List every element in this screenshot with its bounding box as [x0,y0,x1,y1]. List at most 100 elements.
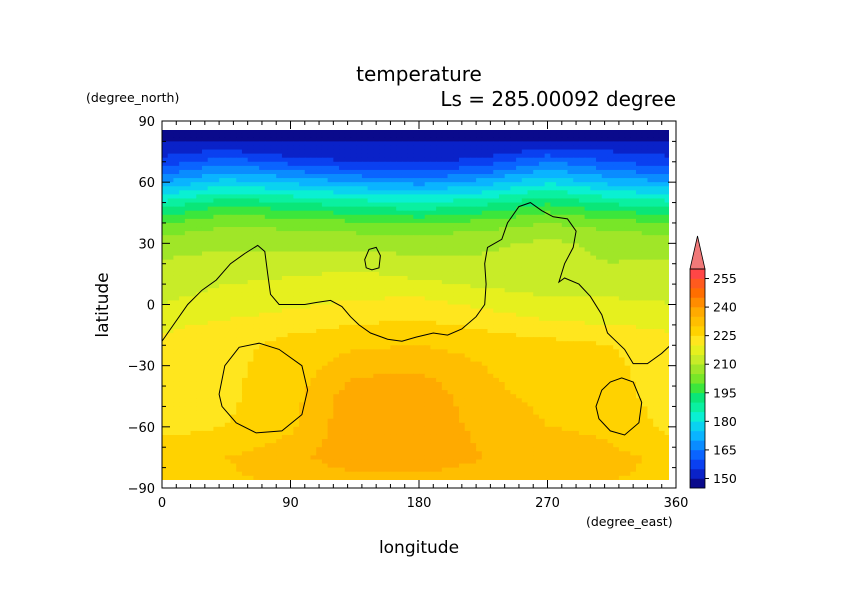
heatmap-cell [458,333,466,338]
heatmap-cell [190,316,197,322]
heatmap-cell [339,161,346,167]
heatmap-cell [196,304,203,310]
heatmap-cell [367,149,374,155]
heatmap-cell [447,153,454,159]
heatmap-cell [544,324,551,330]
heatmap-cell [264,280,272,285]
heatmap-cell [664,214,669,220]
heatmap-cell [647,316,654,322]
heatmap-cell [401,316,409,322]
heatmap-cell [321,243,329,249]
heatmap-cell [327,141,334,147]
heatmap-cell [316,231,323,236]
heatmap-cell [596,165,603,171]
heatmap-cell [401,345,409,350]
heatmap-cell [310,292,317,297]
heatmap-cell [281,280,289,285]
heatmap-cell [658,222,666,228]
heatmap-cell [247,300,254,306]
heatmap-cell [464,231,471,236]
heatmap-cell [419,210,426,216]
heatmap-cell [596,210,603,216]
heatmap-cell [327,210,334,216]
heatmap-cell [339,296,346,302]
heatmap-cell [236,222,243,228]
heatmap-cell [487,141,494,147]
heatmap-cell [173,178,180,183]
heatmap-cell [647,263,654,269]
heatmap-cell [510,227,517,232]
heatmap-cell [247,130,254,134]
heatmap-cell [578,255,586,261]
heatmap-cell [636,292,643,297]
heatmap-cell [327,312,334,318]
heatmap-cell [247,328,254,334]
heatmap-cell [436,235,443,240]
heatmap-cell [224,231,232,236]
heatmap-cell [356,349,363,355]
heatmap-cell [259,145,266,151]
heatmap-cell [624,243,631,249]
heatmap-cell [379,218,386,224]
heatmap-cell [339,227,346,232]
heatmap-cell [487,320,494,326]
heatmap-cell [538,247,546,253]
heatmap-cell [493,218,500,224]
heatmap-cell [327,259,334,265]
heatmap-cell [207,284,214,289]
heatmap-cell [538,169,546,175]
heatmap-cell [184,214,192,220]
heatmap-cell [544,259,551,265]
heatmap-cell [498,190,506,195]
heatmap-cell [196,324,203,330]
heatmap-cell [379,349,386,355]
heatmap-cell [504,324,511,330]
heatmap-cell [516,239,523,244]
heatmap-cell [533,296,540,302]
heatmap-cell [624,218,631,224]
heatmap-cell [304,182,312,187]
heatmap-cell [310,130,317,134]
heatmap-cell [556,247,563,253]
heatmap-cell [458,214,466,220]
heatmap-cell [373,190,380,195]
heatmap-cell [344,186,352,191]
heatmap-cell [367,133,374,138]
heatmap-cell [556,275,563,281]
heatmap-cell [287,214,294,220]
heatmap-cell [556,145,563,151]
heatmap-cell [327,333,334,338]
heatmap-cell [470,333,477,338]
heatmap-cell [561,259,569,265]
heatmap-cell [533,337,540,342]
heatmap-cell [556,345,563,350]
heatmap-cell [401,153,409,159]
heatmap-cell [573,186,580,191]
heatmap-cell [664,145,669,151]
heatmap-cell [470,280,477,285]
heatmap-cell [344,324,352,330]
heatmap-cell [219,214,226,220]
heatmap-cell [447,300,454,306]
heatmap-cell [373,267,380,273]
heatmap-cell [293,328,300,334]
heatmap-cell [384,292,392,297]
heatmap-cell [613,153,620,159]
heatmap-cell [567,267,574,273]
heatmap-cell [373,284,380,289]
heatmap-cell [390,341,397,346]
heatmap-cell [184,157,192,163]
heatmap-cell [618,320,626,326]
heatmap-cell [270,324,277,330]
heatmap-cell [293,227,300,232]
heatmap-cell [327,206,334,212]
heatmap-cell [390,267,397,273]
heatmap-cell [624,206,631,212]
heatmap-cell [510,304,517,310]
heatmap-cell [299,288,306,293]
heatmap-cell [379,145,386,151]
heatmap-cell [436,349,443,355]
heatmap-cell [424,161,432,167]
heatmap-cell [573,312,580,318]
heatmap-cell [630,235,637,240]
